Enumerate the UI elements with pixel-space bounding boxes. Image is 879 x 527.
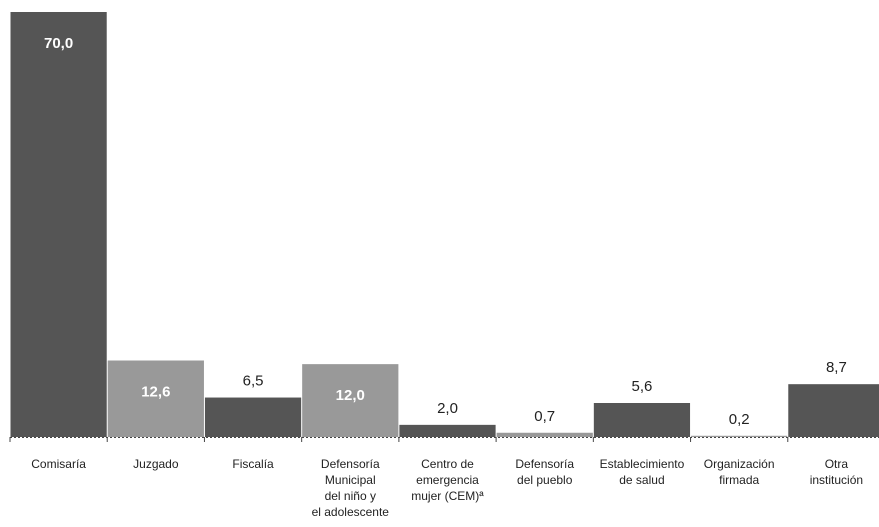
bar xyxy=(593,403,691,437)
bar xyxy=(691,435,788,437)
category-label-line: Comisaría xyxy=(31,457,86,471)
category-label-line: Juzgado xyxy=(133,457,179,471)
x-axis-ticks xyxy=(9,437,789,442)
category-label: Defensoría del pueblo xyxy=(515,457,574,487)
category-label-line: Defensoría xyxy=(321,457,380,471)
category-label-line: Otra xyxy=(825,457,849,471)
bar xyxy=(496,432,593,437)
category-label-line: Organización xyxy=(704,457,775,471)
bar xyxy=(302,364,399,437)
category-labels-group: Comisaría Juzgado Fiscalía Defensoría Munici… xyxy=(31,457,863,519)
category-label-line: firmada xyxy=(719,473,759,487)
bar-value-label: 2,0 xyxy=(437,400,458,417)
category-label-line: Municipal xyxy=(325,473,376,487)
bar-value-label: 8,7 xyxy=(826,359,847,376)
bar xyxy=(107,360,204,437)
category-label: Centro de emergencia mujer (CEM)ª xyxy=(411,457,484,503)
bar-value-label: 12,6 xyxy=(141,384,170,401)
bar xyxy=(788,384,879,437)
category-label: Otra institución xyxy=(810,457,863,487)
category-label-line: de salud xyxy=(619,473,664,487)
bars-group xyxy=(10,12,879,437)
category-label-line: del niño y xyxy=(325,489,376,503)
category-label-line: Establecimiento xyxy=(600,457,685,471)
bar-value-label: 5,6 xyxy=(632,378,653,395)
category-label: Fiscalía xyxy=(232,457,274,471)
bar xyxy=(204,397,302,437)
category-label: Establecimiento de salud xyxy=(600,457,685,487)
category-label: Comisaría xyxy=(31,457,86,471)
category-label-line: mujer (CEM)ª xyxy=(411,489,484,503)
bar-value-label: 12,0 xyxy=(336,387,365,404)
bar-value-label: 70,0 xyxy=(44,35,73,52)
category-label-line: el adolescente xyxy=(312,505,390,519)
value-labels-group: 70,0 12,6 6,5 12,0 2,0 0,7 5,6 0,2 8,7 xyxy=(44,35,847,428)
category-label: Defensoría Municipal del niño y el adolesce… xyxy=(312,457,390,519)
category-label-line: institución xyxy=(810,473,863,487)
bar-value-label: 0,7 xyxy=(534,408,555,425)
category-label: Organización firmada xyxy=(704,457,775,487)
bar-value-label: 0,2 xyxy=(729,411,750,428)
category-label-line: del pueblo xyxy=(517,473,573,487)
bar-value-label: 6,5 xyxy=(243,373,264,390)
category-label: Juzgado xyxy=(133,457,179,471)
bar xyxy=(10,12,107,437)
category-label-line: Defensoría xyxy=(515,457,574,471)
bar xyxy=(399,424,496,437)
category-label-line: Fiscalía xyxy=(232,457,274,471)
category-label-line: emergencia xyxy=(416,473,479,487)
category-label-line: Centro de xyxy=(421,457,474,471)
